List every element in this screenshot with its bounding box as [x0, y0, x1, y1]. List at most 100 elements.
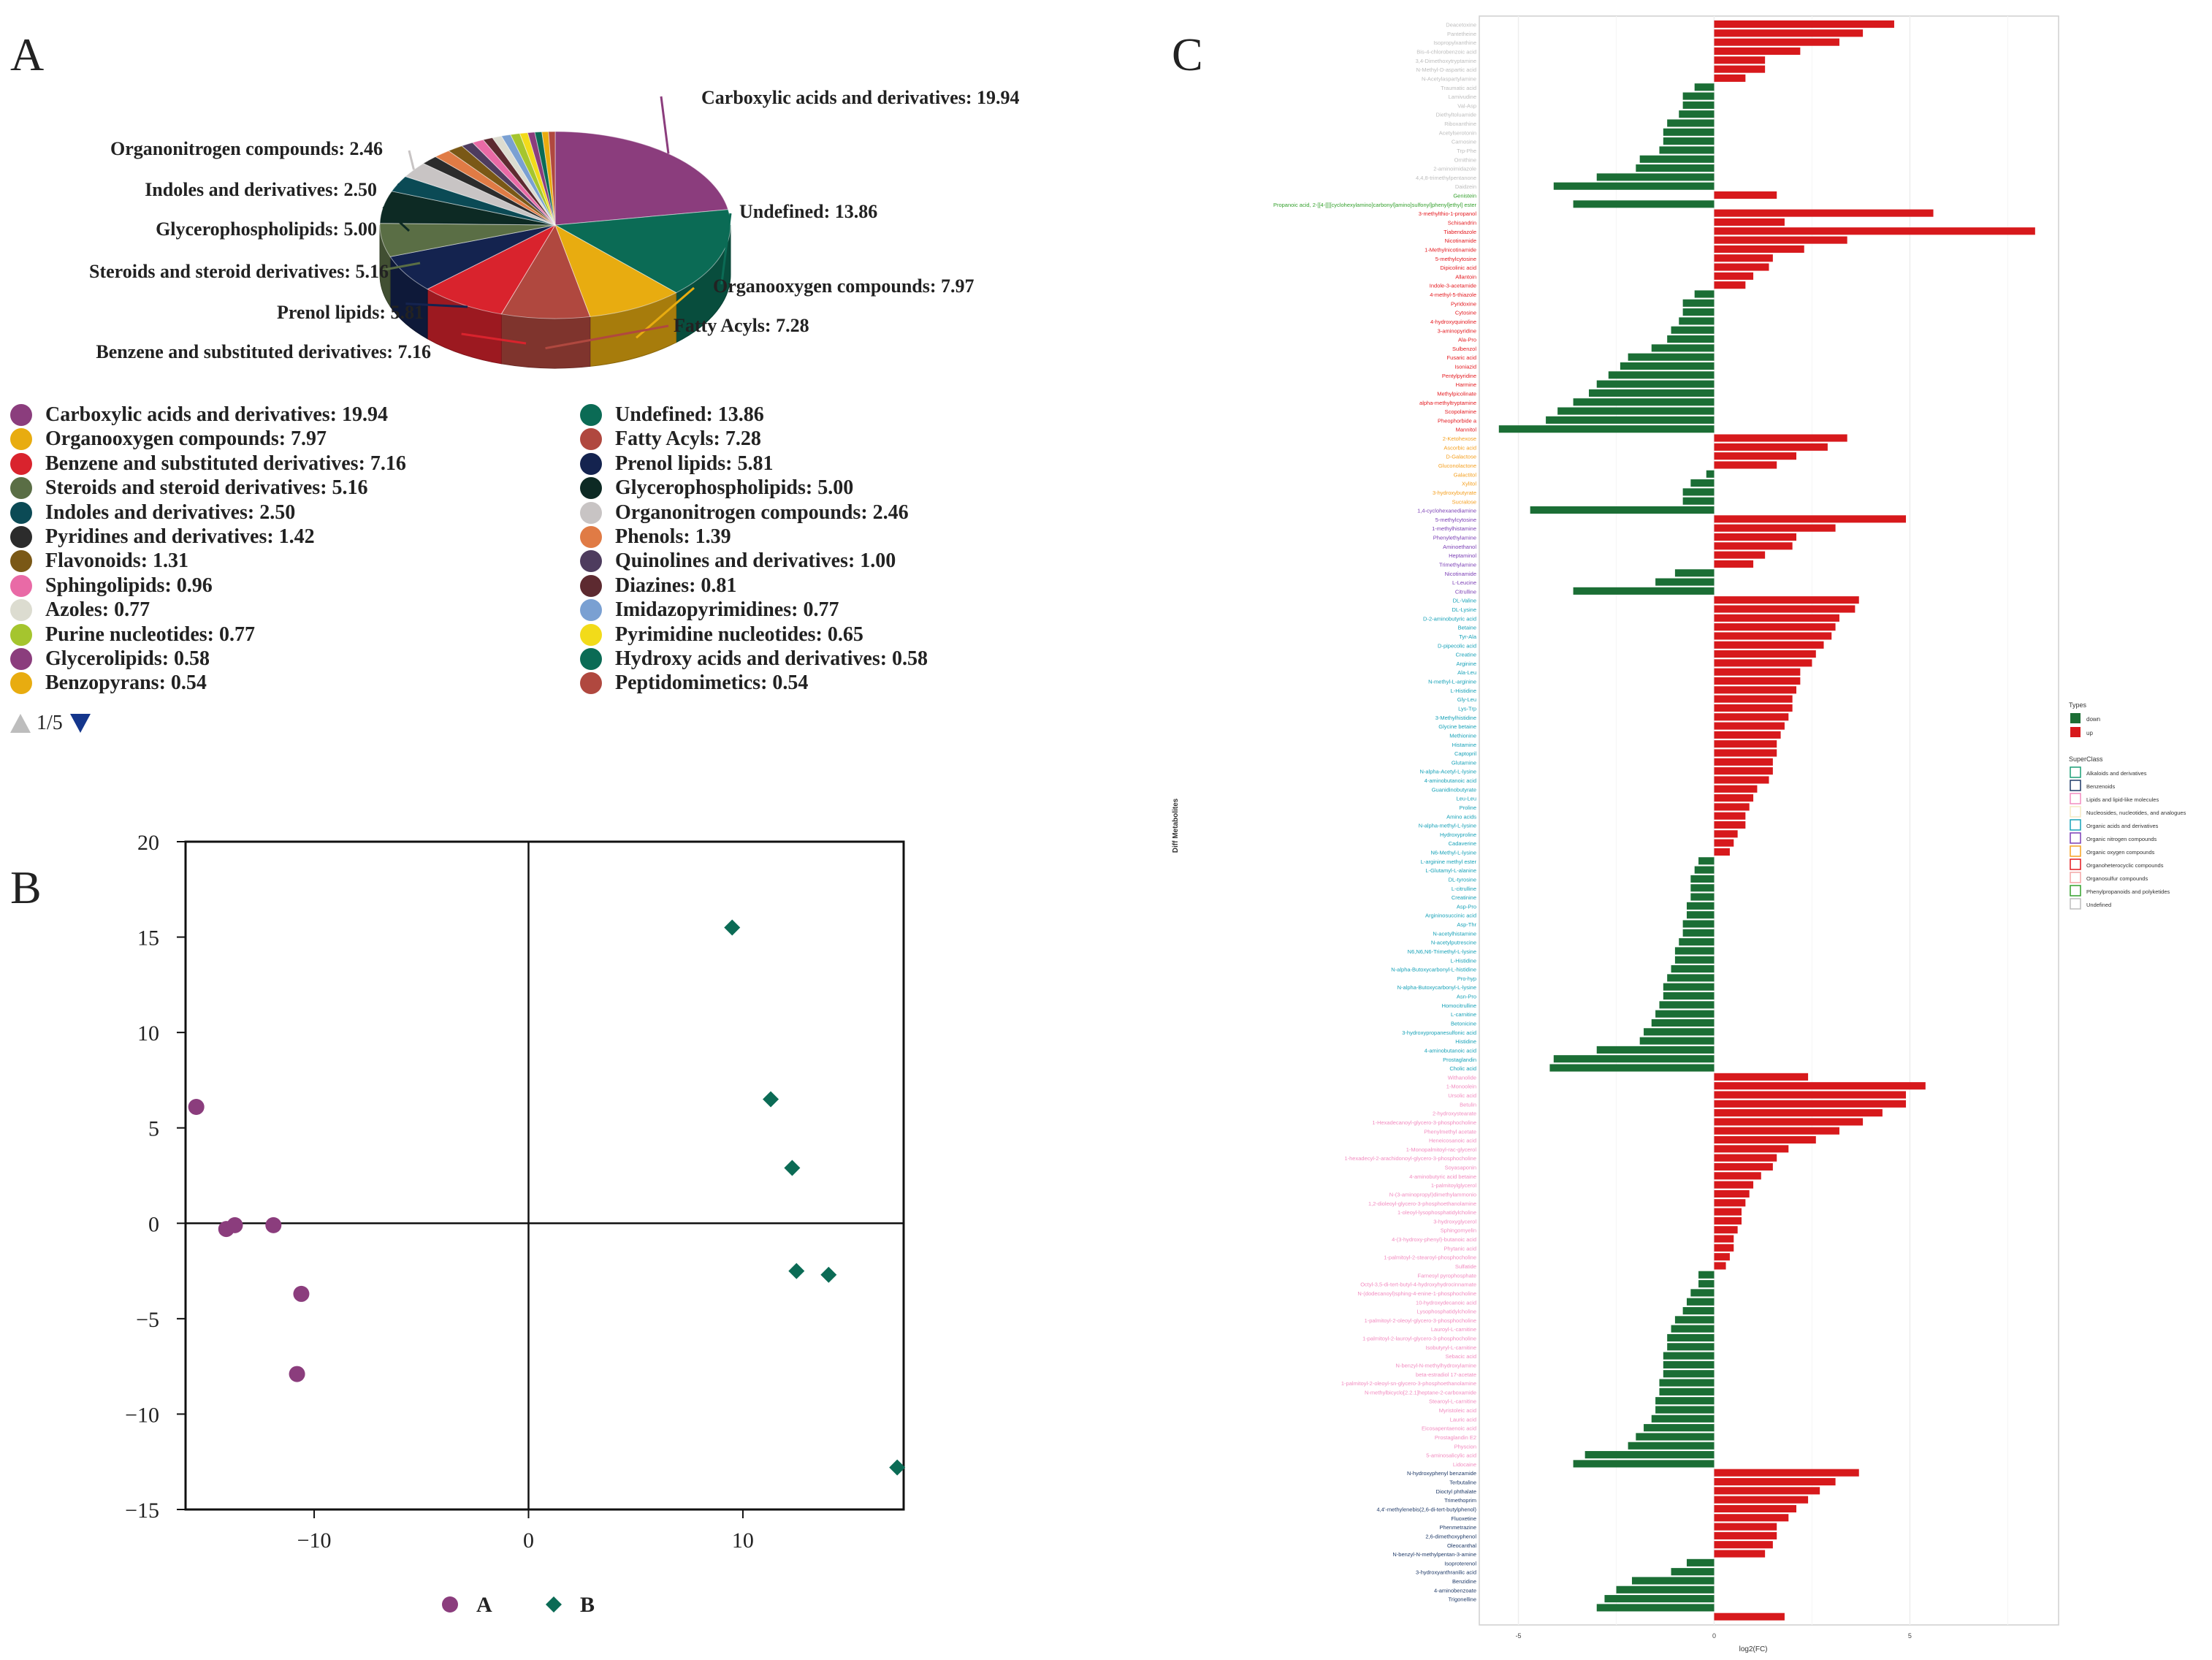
bar-row-label: Betulin [1460, 1101, 1476, 1108]
pie-legend-item[interactable]: Benzopyrans: 0.54 [10, 671, 207, 695]
bar-row-label: DL-Lysine [1452, 606, 1477, 613]
bar-x-tick-label: 0 [1712, 1632, 1716, 1640]
bar-row-label: Phenylmethyl acetate [1424, 1128, 1476, 1135]
bar-down [1671, 1568, 1715, 1576]
pie-slice-3 [500, 224, 591, 319]
pie-legend-item[interactable]: Glycerophospholipids: 5.00 [580, 476, 853, 500]
legend-pager[interactable]: 1/5 [10, 712, 91, 735]
bar-row-label: Propanoic acid, 2-[[4-[[[[cyclohexylamin… [1273, 202, 1477, 208]
pie-legend-item[interactable]: Quinolines and derivatives: 1.00 [580, 549, 896, 573]
bar-row-label: 3-aminopyridine [1438, 327, 1476, 334]
pie-legend-item[interactable]: Organooxygen compounds: 7.97 [10, 427, 327, 451]
pie-legend-item[interactable]: Benzene and substituted derivatives: 7.1… [10, 452, 406, 476]
page-down-icon[interactable] [69, 714, 91, 733]
bar-down [1690, 893, 1715, 901]
bar-down [1682, 308, 1715, 316]
pie-legend-item[interactable]: Prenol lipids: 5.81 [580, 452, 774, 476]
pie-legend-item[interactable]: Hydroxy acids and derivatives: 0.58 [580, 647, 928, 671]
pie-legend-item[interactable]: Steroids and steroid derivatives: 5.16 [10, 476, 368, 500]
bar-up [1714, 1109, 1883, 1117]
bar-row-label: N-Methyl-D-aspartic acid [1416, 66, 1476, 73]
bar-row-label: Guanidinobutyrate [1432, 786, 1476, 793]
bar-up [1714, 641, 1824, 649]
pie-legend-item[interactable]: Fatty Acyls: 7.28 [580, 427, 761, 451]
pie-legend-item[interactable]: Glycerolipids: 0.58 [10, 647, 210, 671]
bar-row-label: Trp-Phe [1457, 148, 1476, 154]
bar-row-label: Allantoin [1455, 273, 1476, 280]
bar-up [1714, 731, 1781, 739]
legend-swatch [580, 452, 602, 475]
bar-up [1714, 245, 1804, 253]
pie-legend-item[interactable]: Purine nucleotides: 0.77 [10, 623, 255, 647]
bar-up [1714, 794, 1754, 802]
bar-row-label: 1-palmitoyl-2-oleoyl-sn-glycero-3-phosph… [1341, 1380, 1476, 1387]
bar-row-label: 4-aminobutyric acid betaine [1409, 1173, 1476, 1180]
bar-up [1714, 758, 1773, 766]
scatter-point-A [293, 1285, 310, 1302]
pie-legend-item[interactable]: Phenols: 1.39 [580, 525, 731, 549]
bar-row-label: Val-Asp [1457, 102, 1476, 109]
pie-legend-item[interactable]: Sphingolipids: 0.96 [10, 574, 213, 598]
bar-down [1682, 497, 1715, 505]
pie-callouts: Carboxylic acids and derivatives: 19.94 U… [89, 87, 1019, 362]
bar-row-label: Riboxanthine [1444, 121, 1476, 127]
pie-legend-item[interactable]: Flavonoids: 1.31 [10, 549, 188, 573]
bar-row-label: N6-Methyl-L-lysine [1430, 850, 1476, 856]
pie-legend-item[interactable]: Carboxylic acids and derivatives: 19.94 [10, 403, 388, 427]
bar-up [1714, 1496, 1809, 1504]
bar-down [1686, 1558, 1715, 1566]
pie-legend-item[interactable]: Peptidomimetics: 0.54 [580, 671, 808, 695]
bar-row-label: Mannitol [1456, 427, 1477, 433]
pie-legend-item[interactable]: Pyrimidine nucleotides: 0.65 [580, 623, 863, 647]
bar-row-label: DL-tyrosine [1449, 876, 1476, 883]
superclass-legend-swatch [2070, 793, 2081, 804]
bar-up [1714, 1523, 1777, 1531]
pie-legend-item[interactable]: Diazines: 0.81 [580, 574, 736, 598]
bar-up [1714, 1244, 1734, 1252]
bar-down [1667, 1333, 1715, 1342]
page-up-icon[interactable] [10, 714, 31, 733]
bar-up [1714, 1091, 1907, 1099]
bar-down [1596, 380, 1715, 388]
legend-label: Pyrimidine nucleotides: 0.65 [615, 622, 863, 646]
pie-legend-item[interactable]: Imidazopyrimidines: 0.77 [580, 598, 839, 622]
bar-row-label: 1-Monopalmitoyl-rac-glycerol [1406, 1146, 1477, 1153]
pie-legend-item[interactable]: Indoles and derivatives: 2.50 [10, 501, 295, 525]
bar-row-label: N6,N6,N6-Trimethyl-L-lysine [1408, 948, 1476, 955]
bar-row-label: N-Acetylaspartylamine [1422, 75, 1476, 82]
bar-row-label: Isoniazid [1454, 364, 1476, 370]
bar-row-label: Ursolic acid [1448, 1092, 1476, 1099]
bar-row-label: N-hydroxyphenyl benzamide [1407, 1470, 1476, 1477]
bar-row-label: Citrulline [1455, 588, 1476, 595]
superclass-legend-swatch [2070, 885, 2081, 896]
pie-legend-item[interactable]: Undefined: 13.86 [580, 403, 764, 427]
bar-row-label: Prostaglandin E2 [1435, 1434, 1476, 1441]
bar-row-label: Histidine [1455, 1038, 1476, 1045]
bar-row-label: Dipicolinic acid [1440, 264, 1476, 271]
bar-down [1663, 1360, 1715, 1368]
pie-legend-item[interactable]: Azoles: 0.77 [10, 598, 150, 622]
legend-label: Azoles: 0.77 [45, 598, 150, 622]
bar-down [1698, 857, 1715, 865]
bar-x-tick-label: 5 [1908, 1632, 1912, 1640]
bar-up [1714, 533, 1797, 541]
legend-swatch [10, 477, 32, 500]
scatter-legend-label-A: A [476, 1593, 492, 1617]
pie-callout-label-5: Prenol lipids: 5.81 [277, 302, 424, 323]
legend-label: Purine nucleotides: 0.77 [45, 622, 255, 646]
bar-row-label: Lidocaine [1453, 1461, 1476, 1468]
bar-up [1714, 1253, 1730, 1261]
pie-legend-item[interactable]: Organonitrogen compounds: 2.46 [580, 501, 909, 525]
y-tick-label: 0 [148, 1212, 159, 1236]
legend-label: Flavonoids: 1.31 [45, 549, 189, 573]
bar-up [1714, 1181, 1754, 1189]
pie-legend-item[interactable]: Pyridines and derivatives: 1.42 [10, 525, 315, 549]
bar-down [1644, 1028, 1715, 1036]
bar-down [1706, 470, 1715, 478]
legend-label: Steroids and steroid derivatives: 5.16 [45, 476, 368, 500]
bar-row-label: Eicosapentaenoic acid [1422, 1425, 1476, 1432]
bar-up [1714, 605, 1856, 613]
x-tick-label: −10 [297, 1528, 332, 1553]
bar-row-label: 1,2-dioleoyl-glycero-3-phosphoethanolami… [1368, 1200, 1476, 1207]
bar-row-label: D-pipecolic acid [1438, 642, 1476, 649]
